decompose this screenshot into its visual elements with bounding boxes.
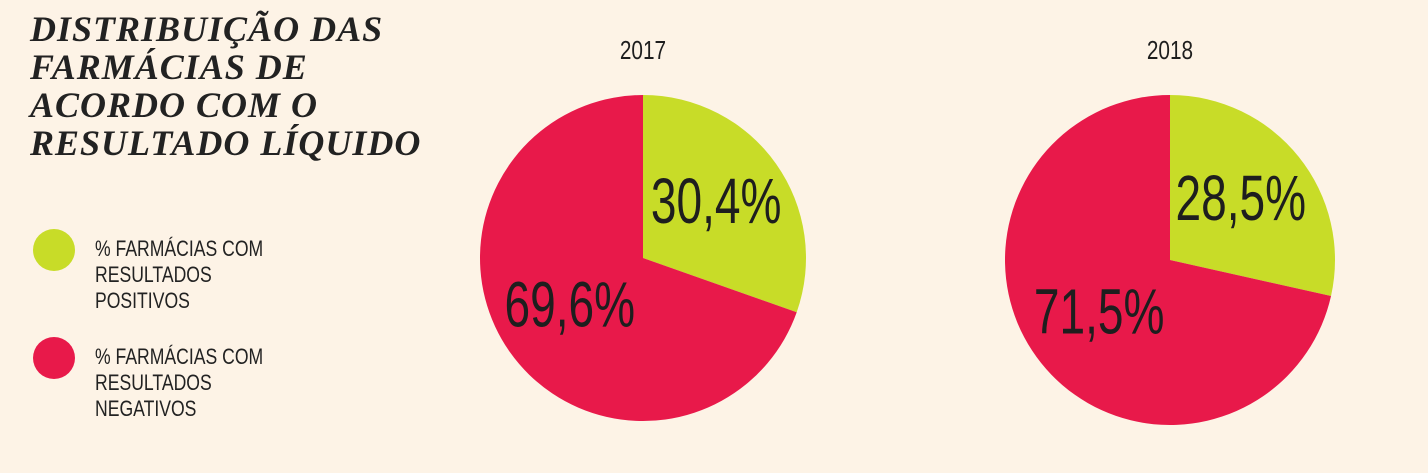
value-label: 30,4% [651,166,782,237]
pie-title: 2017 [620,36,666,65]
value-label: 71,5% [1034,276,1165,347]
legend-swatch [33,337,75,379]
legend-label: % FARMÁCIAS COM RESULTADOS NEGATIVOS [95,344,264,421]
pie-slice [480,95,797,421]
value-label: 69,6% [505,269,636,340]
pie-slice [1005,95,1332,425]
pie-slice [643,95,807,313]
chart-title: DISTRIBUIÇÃO DAS FARMÁCIAS DE ACORDO COM… [30,9,422,163]
legend-label: % FARMÁCIAS COM RESULTADOS POSITIVOS [95,236,264,313]
legend-swatch [33,229,75,271]
pie-title: 2018 [1147,36,1193,65]
pie-slice [1170,95,1335,296]
value-label: 28,5% [1176,163,1307,234]
